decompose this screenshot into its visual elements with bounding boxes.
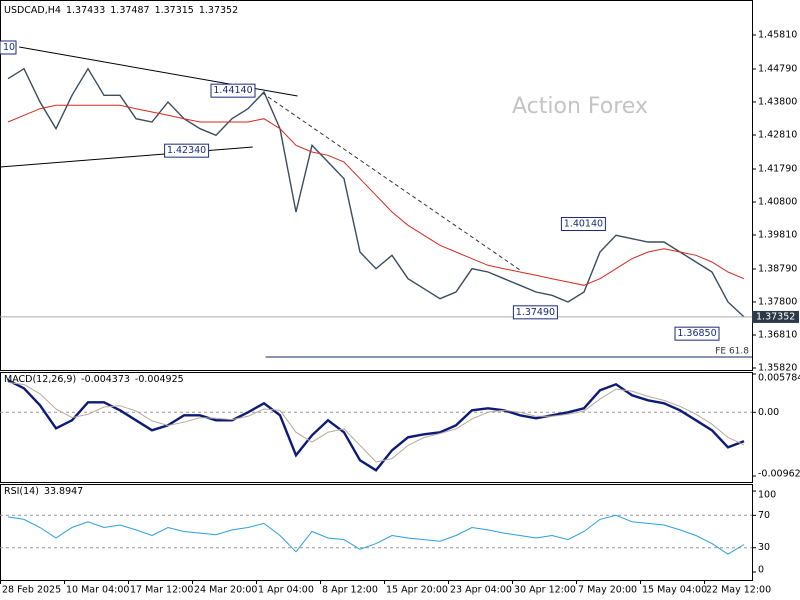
panel-plot [0,514,752,555]
y-tick-label: 100 [758,490,776,501]
x-tick-label: 24 Mar 20:00 [194,585,257,596]
x-tick-label: 15 Apr 20:00 [386,585,448,596]
current-price-box [752,310,799,323]
price-annotation: 1.40140 [564,219,603,230]
trendline [0,146,253,168]
rsi-panel [0,484,753,581]
macd-panel [0,372,753,483]
header-part: -0.004925 [135,374,184,385]
header-part: MACD(12,26,9) [4,374,76,385]
x-tick-label: 8 Apr 12:00 [322,585,378,596]
panel-plot [0,379,752,472]
header-part: 33.8947 [44,486,83,497]
price-annotation-box [512,305,558,320]
price-annotation: 1.44140 [213,85,252,96]
y-tick-label: 0 [758,565,764,576]
y-tick-label: 1.42810 [758,130,797,141]
price-annotation: 1.36850 [677,328,716,339]
y-tick-label: 1.44790 [758,64,797,75]
price-annotation-box [674,326,720,341]
y-tick-label: 1.39810 [758,230,797,241]
x-tick-label: 22 May 12:00 [706,585,771,596]
y-tick-label: 1.41790 [758,164,797,175]
clipped-label: 10 [3,42,15,53]
x-tick-label: 30 Apr 12:00 [514,585,576,596]
x-tick-label: 10 Mar 04:00 [66,585,129,596]
panel-header: MACD(12,26,9) -0.004373 -0.004925 [4,374,184,385]
header-part: RSI(14) [4,486,39,497]
fe-label: FE 61.8 [715,347,749,357]
y-tick-label: 1.38790 [758,264,797,275]
y-tick-label: 30 [758,542,770,553]
header-part: -0.004373 [81,374,130,385]
panel-plot [0,46,745,318]
series-line [7,379,745,472]
price-annotation-box [210,83,256,98]
y-tick-label: 1.37800 [758,297,797,308]
x-tick-label: 15 May 04:00 [642,585,707,596]
price-annotation-box [560,217,606,231]
trendline [19,46,298,97]
y-tick-label: 1.35820 [758,363,797,374]
header-part: 1.37487 [110,5,149,16]
x-tick-label: 28 Feb 2025 [2,585,61,596]
header-part: 1.37433 [66,5,105,16]
current-price-label: 1.37352 [756,311,795,322]
price-annotation: 1.42340 [167,145,206,156]
header-part: USDCAD,H4 [4,5,61,16]
y-tick-label: 1.45810 [758,30,797,41]
y-tick-label: 1.40800 [758,197,797,208]
series-line [7,67,745,318]
price-annotation-box [164,143,210,158]
trendline [262,92,521,271]
x-tick-label: 23 Apr 04:00 [450,585,512,596]
price-annotation: 1.37490 [516,307,555,318]
x-tick-label: 17 Mar 12:00 [130,585,193,596]
series-line [7,382,745,463]
header-part: 1.37315 [155,5,194,16]
y-tick-label: 0.005784 [758,373,800,384]
price-panel [0,0,753,371]
y-tick-label: 1.36810 [758,330,797,341]
x-tick-label: 1 Apr 04:00 [258,585,314,596]
series-line [7,104,745,286]
header-part: 1.37352 [199,5,238,16]
watermark: Action Forex [512,94,648,119]
clipped-label-box [0,40,17,55]
y-tick-label: 1.43800 [758,97,797,108]
y-tick-label: 0.00 [758,407,779,418]
y-tick-label: 70 [758,510,770,521]
panel-header: RSI(14) 33.8947 [4,486,83,497]
x-tick-label: 7 May 20:00 [578,585,637,596]
panel-header: USDCAD,H4 1.37433 1.37487 1.37315 1.37352 [4,5,238,16]
series-line [7,514,745,555]
